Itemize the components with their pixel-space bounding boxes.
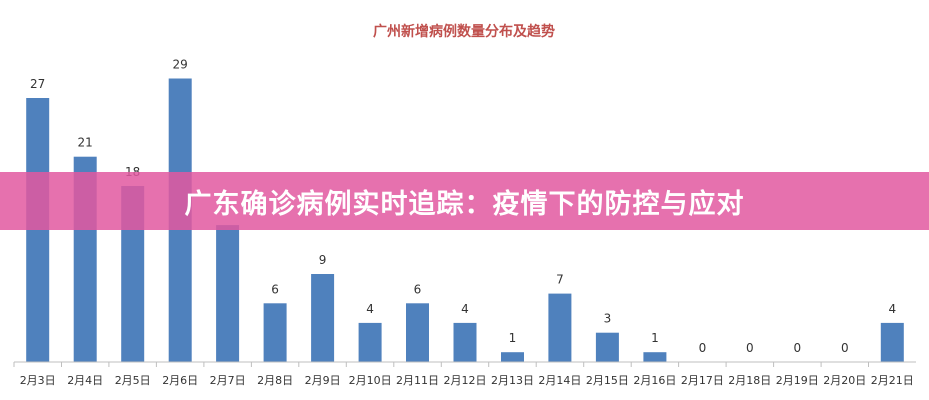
headline-text: 广东确诊病例实时追踪：疫情下的防控与应对	[184, 188, 745, 220]
bar-2月5日	[121, 186, 145, 362]
bar-2月9日	[311, 274, 335, 362]
x-tick-label-2月8日: 2月8日	[257, 374, 293, 387]
bar-2月12日	[453, 322, 477, 362]
chart-title: 广州新增病例数量分布及趋势	[373, 23, 555, 40]
value-label-2月16日: 1	[651, 331, 659, 345]
bar-2月11日	[406, 303, 429, 362]
bar-2月8日	[263, 303, 287, 362]
x-tick-label-2月12日: 2月12日	[444, 374, 487, 387]
x-tick-label-2月19日: 2月19日	[776, 374, 819, 387]
value-label-2月14日: 7	[556, 273, 564, 287]
value-label-2月9日: 9	[319, 253, 327, 267]
x-tick-label-2月21日: 2月21日	[871, 374, 914, 387]
value-label-2月11日: 6	[414, 282, 422, 296]
x-tick-label-2月17日: 2月17日	[681, 374, 724, 387]
bar-2月21日	[880, 322, 904, 362]
x-tick-label-2月16日: 2月16日	[633, 374, 676, 387]
value-label-2月15日: 3	[604, 312, 612, 326]
x-tick-label-2月9日: 2月9日	[305, 374, 341, 387]
x-tick-label-2月10日: 2月10日	[349, 374, 392, 387]
value-label-2月12日: 4	[461, 302, 469, 316]
value-label-2月13日: 1	[509, 331, 517, 345]
x-tick-label-2月5日: 2月5日	[115, 374, 151, 387]
x-tick-label-2月18日: 2月18日	[728, 374, 771, 387]
bar-2月15日	[595, 332, 619, 362]
headline-banner: 广东确诊病例实时追踪：疫情下的防控与应对	[0, 172, 929, 230]
value-label-2月20日: 0	[841, 341, 849, 355]
x-tick-label-2月20日: 2月20日	[823, 374, 866, 387]
value-label-2月19日: 0	[793, 341, 801, 355]
x-tick-label-2月7日: 2月7日	[210, 374, 246, 387]
bar-2月3日	[26, 98, 50, 362]
value-label-2月17日: 0	[699, 341, 707, 355]
bar-2月13日	[501, 352, 524, 362]
x-tick-label-2月13日: 2月13日	[491, 374, 534, 387]
bar-2月16日	[643, 352, 667, 362]
x-tick-label-2月14日: 2月14日	[538, 374, 581, 387]
x-tick-label-2月3日: 2月3日	[20, 374, 56, 387]
x-tick-label-2月6日: 2月6日	[162, 374, 198, 387]
x-tick-label-2月4日: 2月4日	[67, 374, 103, 387]
value-label-2月18日: 0	[746, 341, 754, 355]
x-tick-label-2月11日: 2月11日	[396, 374, 439, 387]
value-label-2月3日: 27	[30, 77, 45, 91]
value-label-2月4日: 21	[78, 136, 93, 150]
value-label-2月21日: 4	[888, 302, 896, 316]
bar-2月10日	[358, 322, 382, 362]
bar-2月14日	[548, 293, 572, 362]
bar-2月7日	[216, 225, 240, 362]
value-label-2月6日: 29	[173, 58, 188, 72]
x-tick-label-2月15日: 2月15日	[586, 374, 629, 387]
value-label-2月8日: 6	[271, 282, 279, 296]
value-label-2月10日: 4	[366, 302, 374, 316]
